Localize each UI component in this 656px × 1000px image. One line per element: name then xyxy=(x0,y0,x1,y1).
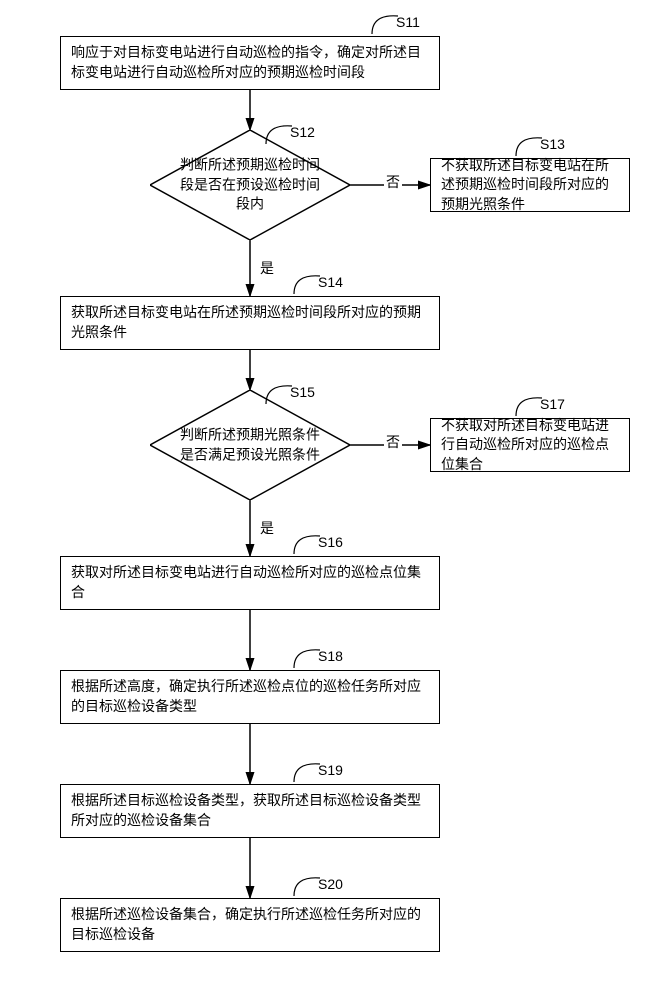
label-curve-2 xyxy=(514,134,542,156)
node-text-s20: 根据所述巡检设备集合，确定执行所述巡检任务所对应的目标巡检设备 xyxy=(71,905,429,944)
node-s18: 根据所述高度，确定执行所述巡检点位的巡检任务所对应的目标巡检设备类型 xyxy=(60,670,440,724)
label-curve-6 xyxy=(292,532,320,554)
step-label-s13: S13 xyxy=(540,136,565,152)
node-s11: 响应于对目标变电站进行自动巡检的指令，确定对所述目标变电站进行自动巡检所对应的预… xyxy=(60,36,440,90)
flowchart-canvas: 响应于对目标变电站进行自动巡检的指令，确定对所述目标变电站进行自动巡检所对应的预… xyxy=(0,0,656,1000)
node-s14: 获取所述目标变电站在所述预期巡检时间段所对应的预期光照条件 xyxy=(60,296,440,350)
step-label-s18: S18 xyxy=(318,648,343,664)
node-s12: 判断所述预期巡检时间段是否在预设巡检时间段内 xyxy=(150,130,350,240)
edge-label-5: 是 xyxy=(258,518,276,538)
node-s13: 不获取所述目标变电站在所述预期巡检时间段所对应的预期光照条件 xyxy=(430,158,630,212)
label-curve-7 xyxy=(292,646,320,668)
node-text-s13: 不获取所述目标变电站在所述预期巡检时间段所对应的预期光照条件 xyxy=(441,156,619,215)
label-curve-1 xyxy=(264,122,292,144)
step-label-s16: S16 xyxy=(318,534,343,550)
label-curve-8 xyxy=(292,760,320,782)
label-curve-0 xyxy=(370,12,398,34)
node-text-s15: 判断所述预期光照条件是否满足预设光照条件 xyxy=(180,425,320,464)
step-label-s17: S17 xyxy=(540,396,565,412)
step-label-s12: S12 xyxy=(290,124,315,140)
edge-label-2: 是 xyxy=(258,258,276,278)
edge-label-1: 否 xyxy=(384,172,402,192)
step-label-s15: S15 xyxy=(290,384,315,400)
node-s15: 判断所述预期光照条件是否满足预设光照条件 xyxy=(150,390,350,500)
label-curve-4 xyxy=(264,382,292,404)
edge-label-4: 否 xyxy=(384,432,402,452)
node-s17: 不获取对所述目标变电站进行自动巡检所对应的巡检点位集合 xyxy=(430,418,630,472)
node-s16: 获取对所述目标变电站进行自动巡检所对应的巡检点位集合 xyxy=(60,556,440,610)
step-label-s14: S14 xyxy=(318,274,343,290)
node-text-s14: 获取所述目标变电站在所述预期巡检时间段所对应的预期光照条件 xyxy=(71,303,429,342)
node-text-s19: 根据所述目标巡检设备类型，获取所述目标巡检设备类型所对应的巡检设备集合 xyxy=(71,791,429,830)
step-label-s11: S11 xyxy=(396,14,420,30)
label-curve-9 xyxy=(292,874,320,896)
step-label-s19: S19 xyxy=(318,762,343,778)
node-text-s17: 不获取对所述目标变电站进行自动巡检所对应的巡检点位集合 xyxy=(441,416,619,475)
node-text-s18: 根据所述高度，确定执行所述巡检点位的巡检任务所对应的目标巡检设备类型 xyxy=(71,677,429,716)
node-text-s11: 响应于对目标变电站进行自动巡检的指令，确定对所述目标变电站进行自动巡检所对应的预… xyxy=(71,43,429,82)
label-curve-5 xyxy=(514,394,542,416)
node-text-s12: 判断所述预期巡检时间段是否在预设巡检时间段内 xyxy=(180,156,320,215)
label-curve-3 xyxy=(292,272,320,294)
node-s20: 根据所述巡检设备集合，确定执行所述巡检任务所对应的目标巡检设备 xyxy=(60,898,440,952)
step-label-s20: S20 xyxy=(318,876,343,892)
node-s19: 根据所述目标巡检设备类型，获取所述目标巡检设备类型所对应的巡检设备集合 xyxy=(60,784,440,838)
node-text-s16: 获取对所述目标变电站进行自动巡检所对应的巡检点位集合 xyxy=(71,563,429,602)
